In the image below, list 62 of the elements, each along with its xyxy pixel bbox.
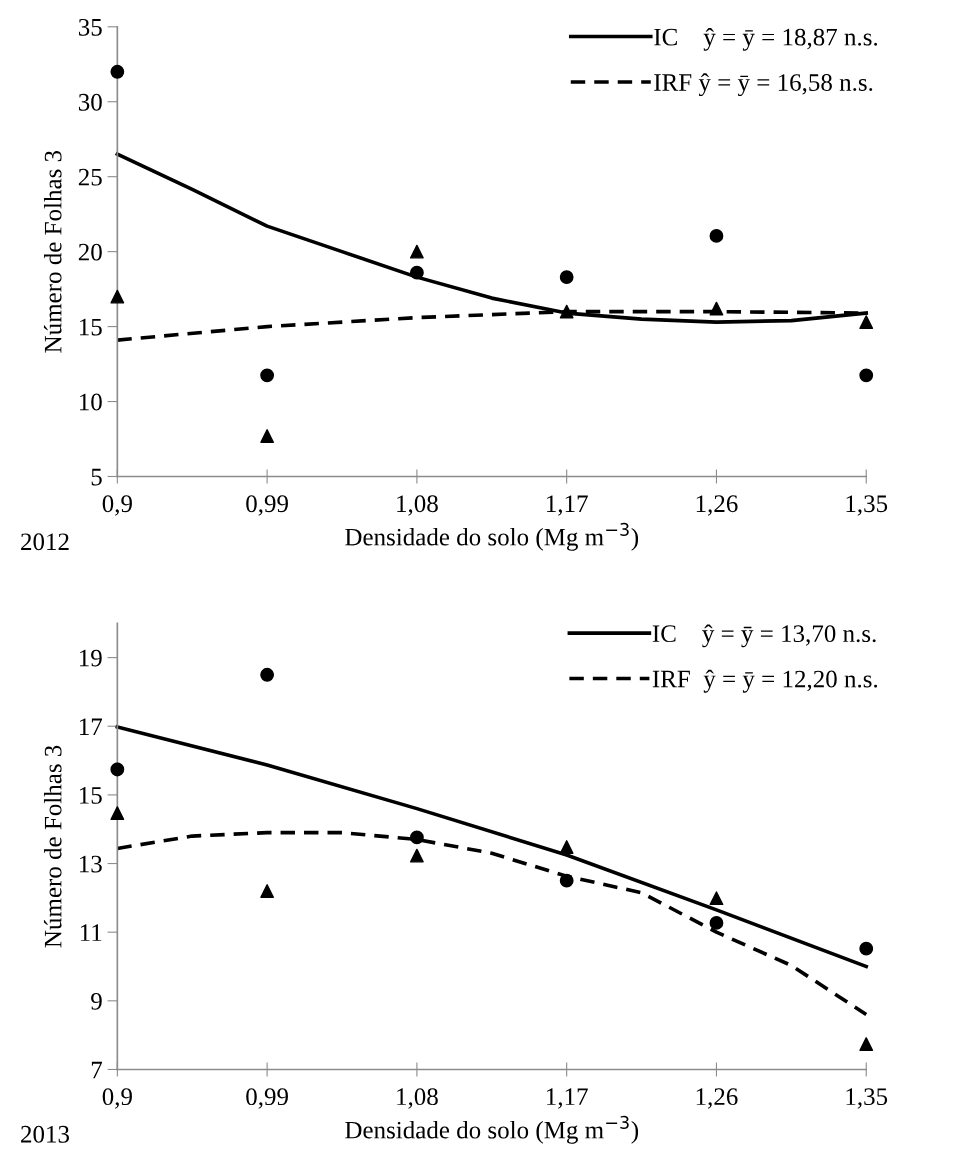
point <box>709 916 724 930</box>
y-axis-title: Número de Folhas 3 <box>43 150 62 353</box>
point <box>409 244 424 259</box>
line-series <box>115 725 869 969</box>
point <box>260 429 275 443</box>
y-tick-label: 25 <box>78 168 102 186</box>
line-series <box>115 830 869 1017</box>
point <box>110 289 125 304</box>
legend-label: IC ŷ = ȳ = 18,87 n.s. <box>654 27 878 51</box>
legend-label: IC ŷ = ȳ = 13,70 n.s. <box>652 624 876 648</box>
y-tick-label: 30 <box>78 93 102 111</box>
y-tick-label: 11 <box>80 924 102 941</box>
y-tick-label: 15 <box>79 787 102 804</box>
x-tick-label: 0,99 <box>246 495 288 516</box>
point <box>709 228 724 243</box>
point <box>110 806 125 820</box>
x-tick-label: 0,99 <box>246 1088 288 1109</box>
x-tick-label: 1,35 <box>846 1088 888 1109</box>
x-tick-label: 0,9 <box>102 495 132 516</box>
point <box>709 891 724 906</box>
point <box>559 304 574 319</box>
x-tick-label: 1,17 <box>547 1088 588 1109</box>
y-tick-label: 9 <box>91 992 102 1010</box>
x-tick-label: 1,17 <box>547 495 588 516</box>
point <box>409 830 424 845</box>
y-axis-title: Número de Folhas 3 <box>43 745 62 948</box>
point <box>559 840 574 854</box>
point <box>409 848 424 863</box>
point <box>859 1037 874 1051</box>
point <box>859 368 874 383</box>
x-tick-label: 1,26 <box>696 1088 738 1109</box>
x-tick-label: 1,08 <box>397 495 438 516</box>
point <box>110 64 125 79</box>
point <box>409 265 424 280</box>
point <box>859 941 874 956</box>
x-tick-label: 1,26 <box>696 495 738 516</box>
point <box>260 368 275 383</box>
x-axis-title: Densidade do solo (Mg m$^{−3}$) <box>345 1115 639 1144</box>
y-tick-label: 17 <box>79 718 103 735</box>
y-tick-label: 13 <box>79 855 102 873</box>
point <box>260 884 275 898</box>
y-tick-label: 19 <box>79 649 102 667</box>
y-tick-label: 35 <box>78 18 102 36</box>
y-tick-label: 10 <box>79 393 102 411</box>
point <box>559 873 574 888</box>
point <box>260 667 275 682</box>
point <box>559 270 574 285</box>
legend-label: IRF ŷ = ȳ = 12,20 n.s. <box>652 669 878 693</box>
legend-label: IRF ŷ = ȳ = 16,58 n.s. <box>654 73 873 97</box>
point <box>709 301 724 316</box>
y-tick-label: 5 <box>91 468 102 486</box>
x-tick-label: 1,08 <box>397 1088 438 1109</box>
x-axis-title: Densidade do solo (Mg m$^{−3}$) <box>345 522 639 551</box>
x-tick-label: 0,9 <box>102 1088 132 1109</box>
x-tick-label: 1,35 <box>846 495 888 516</box>
point <box>110 762 125 777</box>
y-tick-label: 7 <box>91 1061 103 1079</box>
point <box>859 315 874 329</box>
text: 2013 <box>21 1125 70 1143</box>
text: 2012 <box>21 533 69 551</box>
y-tick-label: 20 <box>78 243 102 261</box>
y-tick-label: 15 <box>79 318 102 336</box>
